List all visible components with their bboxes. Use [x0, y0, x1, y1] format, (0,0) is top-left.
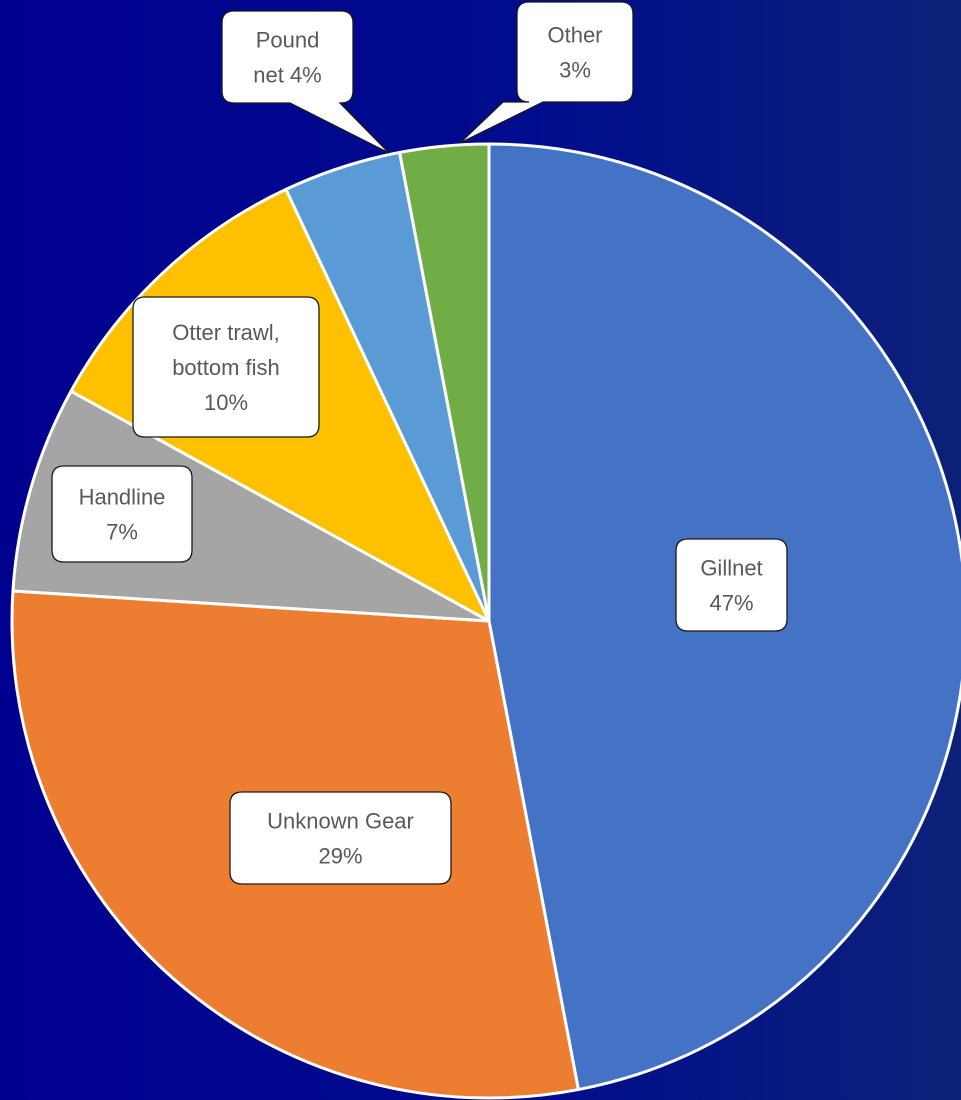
data-label-box — [675, 538, 788, 632]
data-label-pound-net: Pound net 4% — [221, 10, 390, 154]
data-label-text: 47% — [709, 591, 753, 616]
data-label-text: Other — [547, 23, 602, 48]
data-label-box — [132, 296, 320, 438]
data-label-otter-trawl-bottom-fish: Otter trawl, bottom fish 10% — [132, 296, 320, 438]
data-label-other: Other 3% — [459, 1, 634, 144]
data-label-text: Handline — [79, 485, 166, 510]
data-label-text: 3% — [559, 58, 591, 83]
data-label-box — [51, 465, 193, 563]
data-label-unknown-gear: Unknown Gear 29% — [229, 791, 452, 885]
data-label-text: Otter trawl, — [172, 320, 280, 345]
pie-slice-other — [398, 142, 491, 623]
slices — [10, 142, 961, 1100]
data-label-text: 7% — [106, 520, 138, 545]
data-label-text: 10% — [204, 390, 248, 415]
data-label-text: net 4% — [253, 63, 322, 88]
pie-slice-handline — [11, 389, 491, 623]
data-label-text: Gillnet — [700, 556, 762, 581]
data-label-box — [229, 791, 452, 885]
data-label-text: Unknown Gear — [267, 809, 414, 834]
data-labels: Gillnet 47% Unknown Gear 29% Handline 7% Otter… — [51, 1, 788, 885]
data-label-gillnet: Gillnet 47% — [675, 538, 788, 632]
data-label-text: bottom fish — [172, 355, 280, 380]
data-label-box — [221, 10, 390, 154]
data-label-text: 29% — [318, 844, 362, 869]
data-label-handline: Handline 7% — [51, 465, 193, 563]
data-label-box — [459, 1, 634, 144]
data-label-text: Pound — [256, 28, 320, 53]
